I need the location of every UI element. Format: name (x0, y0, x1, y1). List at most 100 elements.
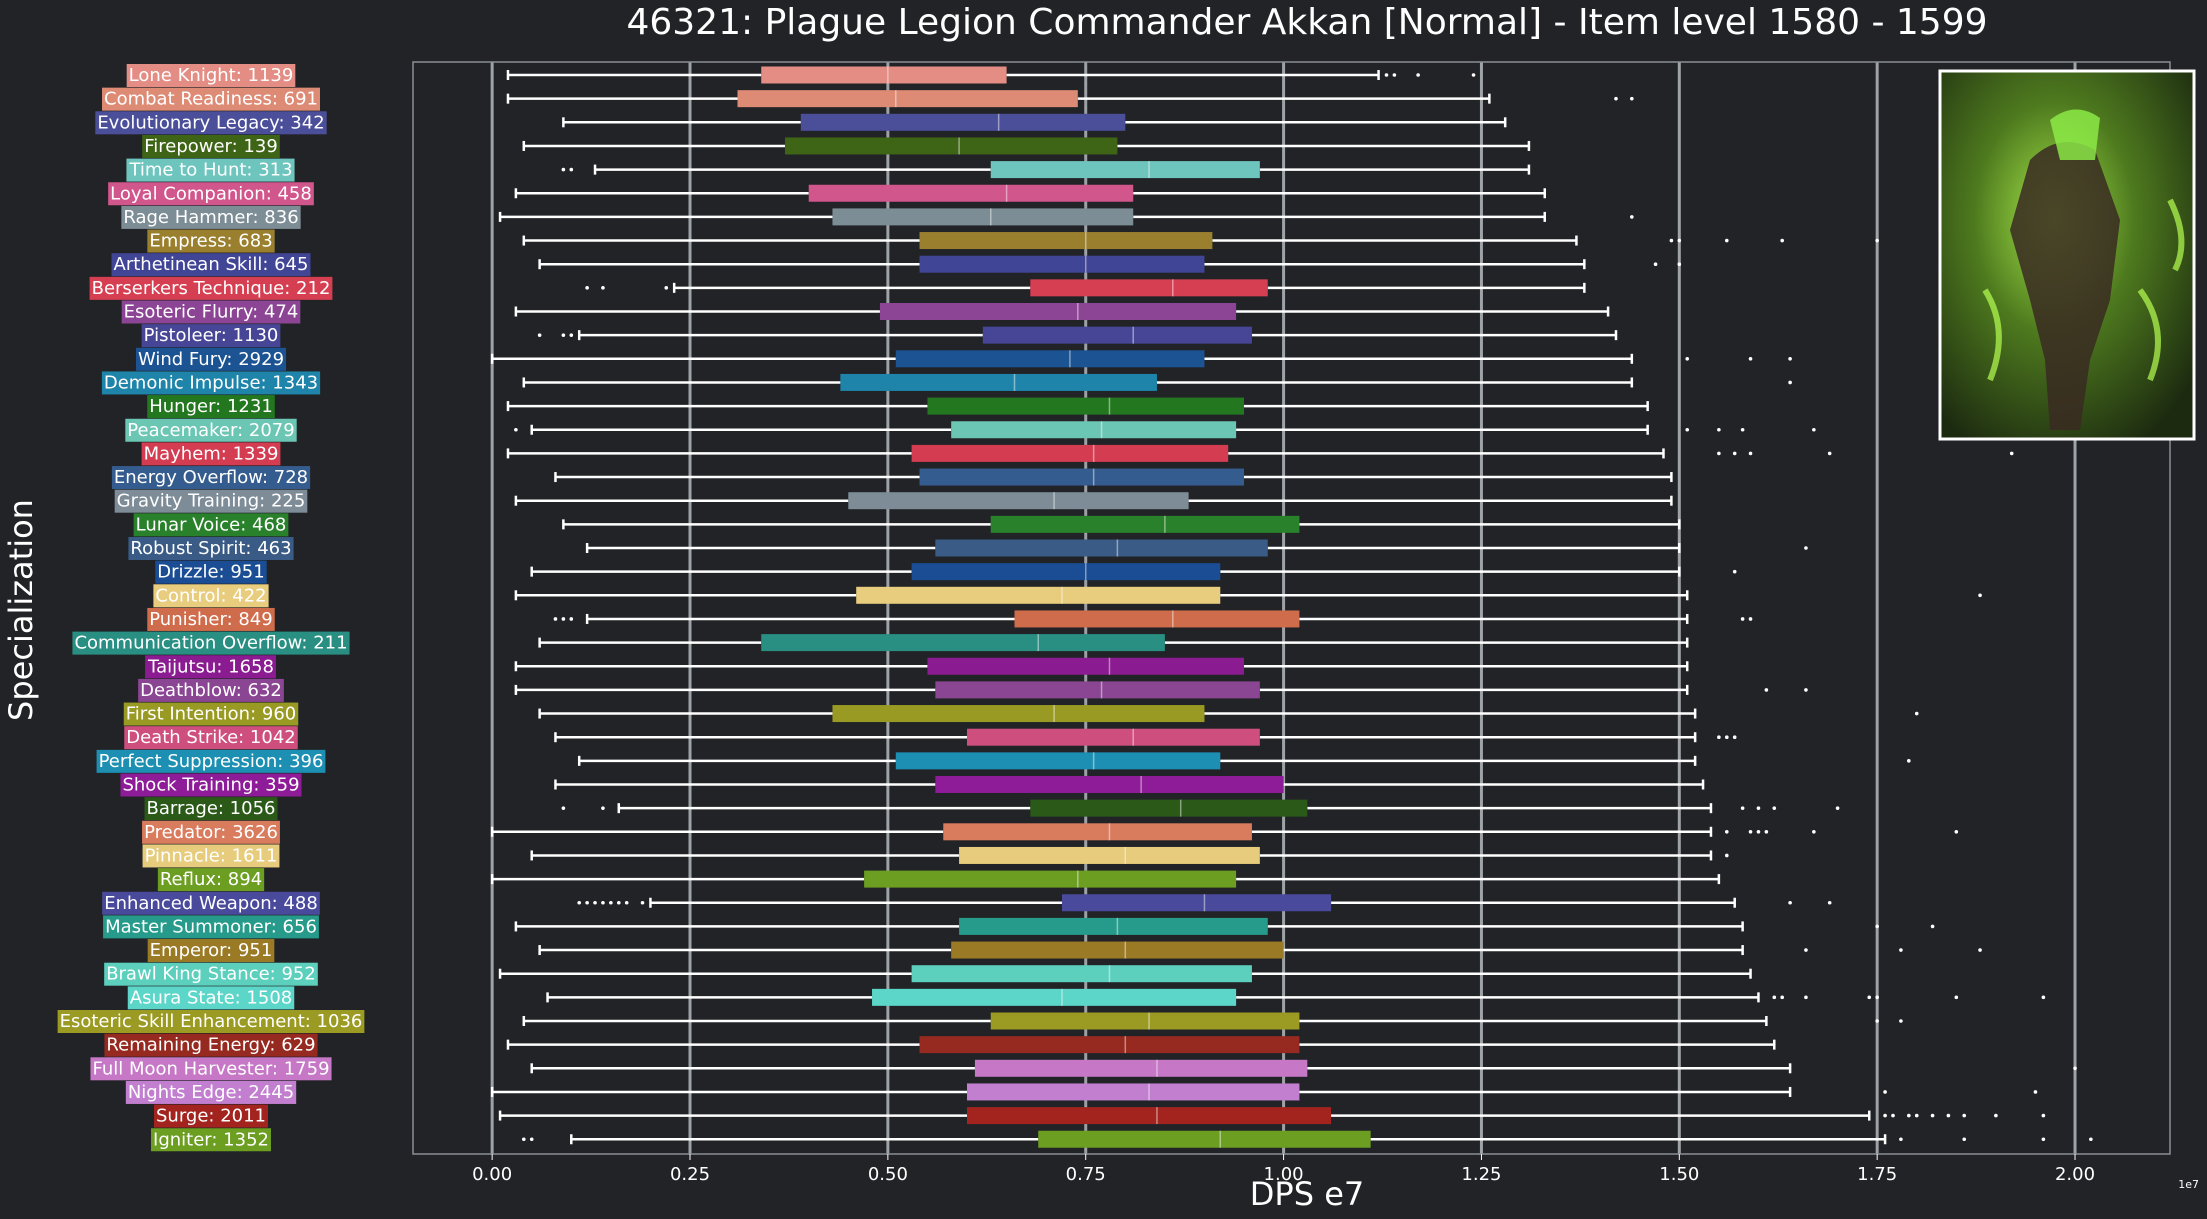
outlier-point (569, 617, 574, 621)
y-tick-label-background (72, 631, 350, 655)
box-item (514, 303, 1610, 320)
y-tick-label-background (101, 371, 321, 395)
y-tick-label: Energy Overflow: 728 (111, 466, 311, 490)
box-item (546, 988, 2046, 1006)
chart-title: 46321: Plague Legion Commander Akkan [No… (626, 2, 1987, 43)
box-iqr (935, 539, 1268, 557)
box-item (522, 1130, 2093, 1148)
box-iqr (919, 232, 1213, 250)
y-tick-label: Reflux: 894 (157, 868, 265, 892)
outlier-point (1630, 96, 1634, 101)
box-item (538, 705, 1919, 723)
outlier-point (1875, 924, 1879, 929)
y-tick-label: Master Summoner: 656 (103, 915, 319, 939)
outlier-point (1812, 830, 1816, 834)
box-iqr (911, 444, 1229, 462)
y-tick-label-background (126, 158, 295, 182)
y-tick-label-text: Demonic Impulse: 1343 (104, 372, 318, 393)
y-tick-label-background (141, 442, 281, 466)
outlier-point (2041, 995, 2046, 1000)
y-tick-label-background (133, 513, 289, 537)
outlier-point (1740, 427, 1745, 432)
y-tick-label-background (155, 560, 267, 584)
x-tick-label: 0.00 (472, 1164, 512, 1185)
y-tick-label: Brawl King Stance: 952 (104, 962, 318, 986)
outlier-point (1914, 711, 1919, 716)
outlier-point (561, 617, 566, 621)
box-iqr (1030, 279, 1268, 297)
outlier-point (1724, 853, 1729, 858)
box-iqr (911, 563, 1221, 581)
y-tick-label: Nights Edge: 2445 (125, 1080, 297, 1104)
box-iqr (832, 208, 1134, 226)
outlier-point (1685, 427, 1690, 432)
outlier-point (1756, 806, 1761, 810)
y-tick-label-background (142, 134, 280, 158)
outlier-point (601, 286, 605, 290)
y-tick-label: First Intention: 960 (123, 702, 299, 726)
box-iqr (784, 137, 1118, 155)
box-item (530, 846, 1729, 864)
box-iqr (800, 113, 1126, 131)
y-tick-label-text: Esoteric Flurry: 474 (124, 302, 299, 323)
outlier-point (1867, 995, 1872, 1000)
box-item (554, 776, 1705, 793)
y-tick-label: Perfect Suppression: 396 (96, 749, 326, 773)
outlier-point (1772, 806, 1777, 810)
box-item (506, 66, 1476, 84)
outlier-point (1772, 995, 1777, 1000)
box-item (498, 965, 1752, 983)
outlier-point (2009, 451, 2014, 456)
box-item (490, 350, 1792, 368)
y-tick-label-text: Deathblow: 632 (140, 680, 282, 701)
y-tick-label: Rage Hammer: 836 (121, 205, 301, 229)
x-tick-label: 1.50 (1659, 1164, 1699, 1185)
y-tick-label-text: Brawl King Stance: 952 (106, 964, 316, 985)
box-item (538, 255, 1682, 273)
outlier-point (1812, 427, 1816, 432)
box-item (514, 492, 1673, 510)
y-tick-label-text: Barrage: 1056 (147, 798, 276, 819)
x-tick-label: 0.50 (868, 1164, 908, 1185)
y-tick-label-background (144, 797, 278, 821)
y-tick-label: Lunar Voice: 468 (133, 513, 289, 537)
outlier-point (1748, 357, 1753, 361)
outlier-point (529, 1137, 534, 1142)
y-tick-label-background (121, 205, 301, 229)
y-tick-label-text: Energy Overflow: 728 (114, 467, 308, 488)
y-tick-label-background (147, 229, 275, 253)
y-tick-label-text: Pistoleer: 1130 (144, 325, 279, 346)
box-iqr (840, 373, 1157, 391)
outlier-point (1788, 380, 1792, 385)
y-tick-label-background (142, 844, 280, 868)
y-tick-label-text: Lone Knight: 1139 (129, 65, 294, 86)
outlier-point (1788, 357, 1792, 361)
outlier-point (2089, 1137, 2093, 1142)
outlier-point (1883, 1090, 1887, 1094)
box-iqr (967, 1083, 1300, 1101)
y-tick-label-background (111, 466, 311, 490)
y-tick-label-text: Gravity Training: 225 (117, 491, 306, 512)
y-tick-label: Berserkers Technique: 212 (89, 276, 333, 300)
outlier-point (553, 617, 558, 621)
y-tick-label-background (145, 655, 276, 679)
y-tick-label: Drizzle: 951 (155, 560, 267, 584)
outlier-point (1907, 759, 1911, 763)
y-tick-label-text: Surge: 2011 (156, 1106, 266, 1127)
outlier-point (624, 900, 629, 905)
outlier-point (1669, 238, 1674, 243)
outlier-point (1471, 73, 1476, 77)
box-item (530, 563, 1737, 581)
outlier-point (1630, 215, 1634, 219)
y-tick-label-background (141, 324, 281, 348)
x-tick-label: 0.75 (1066, 1164, 1106, 1185)
outlier-point (522, 1137, 526, 1142)
box-item (490, 823, 1959, 841)
x-tick-label: 1.00 (1264, 1164, 1304, 1185)
box-iqr (967, 728, 1260, 746)
y-tick-label-text: Hunger: 1231 (149, 396, 273, 417)
outlier-point (1827, 451, 1832, 456)
y-tick-labels: Lone Knight: 1139 Combat Readiness: 691Ev… (57, 64, 365, 1152)
box-iqr (990, 515, 1300, 533)
